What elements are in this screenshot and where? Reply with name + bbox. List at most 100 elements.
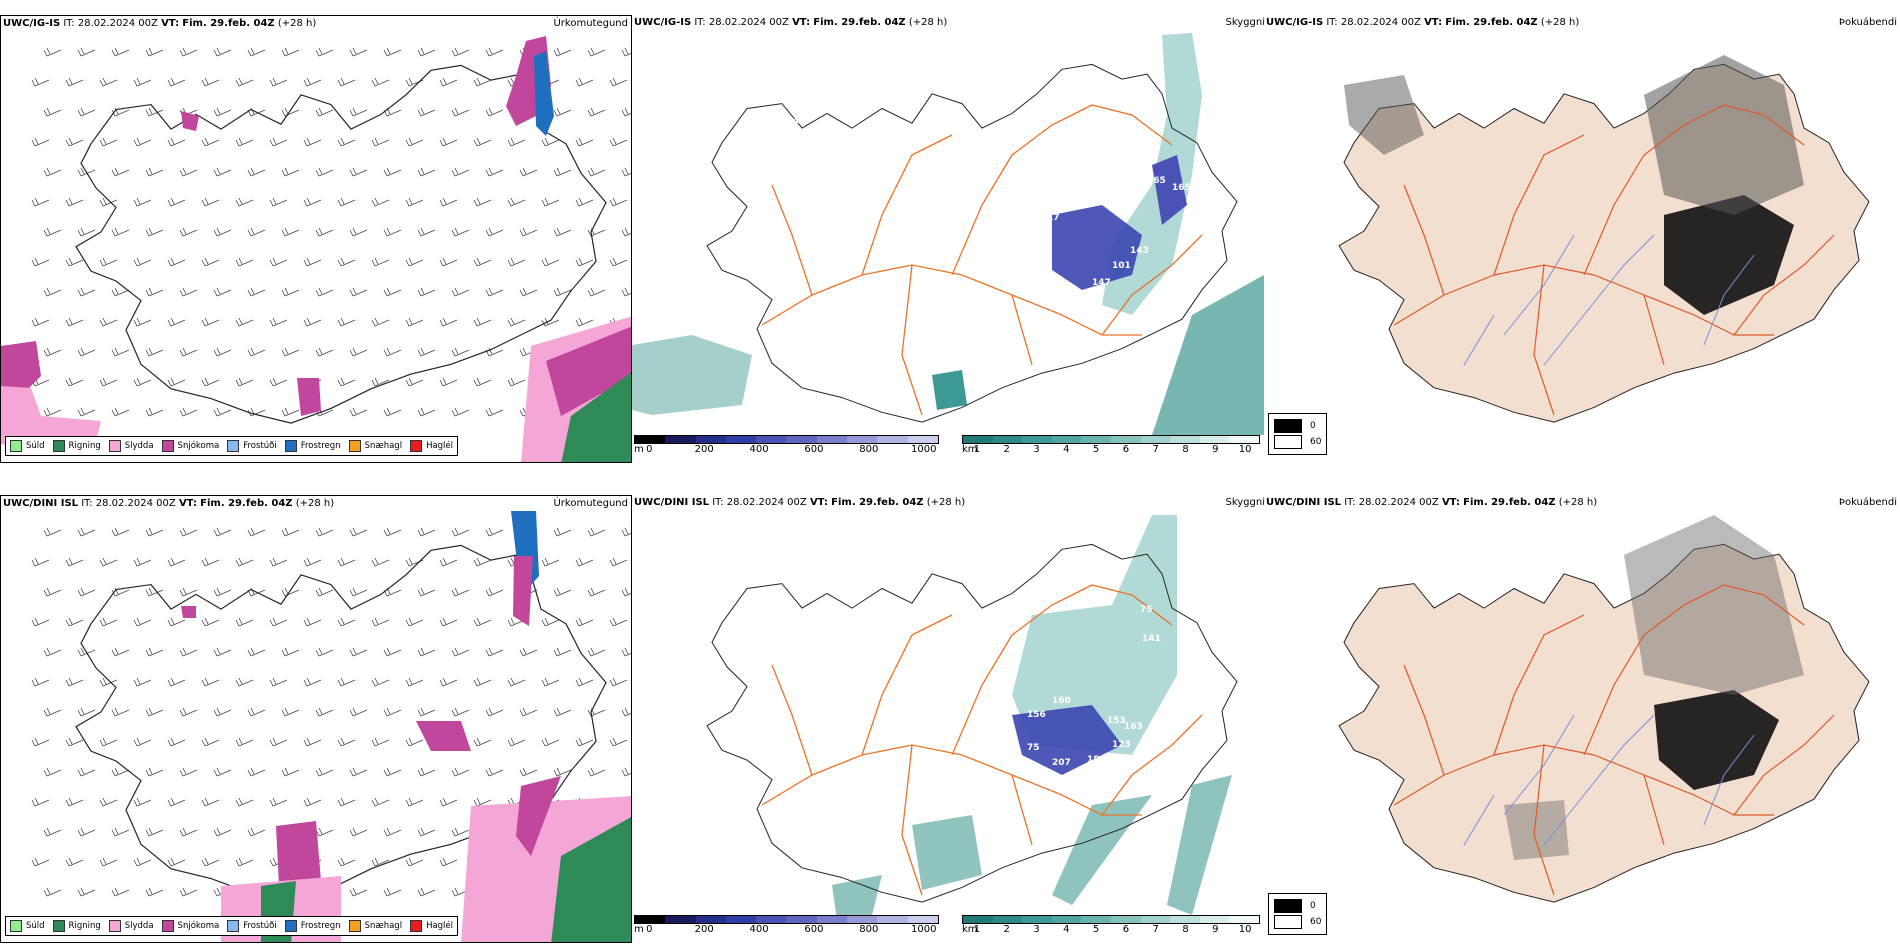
colorbar-tick: 200 <box>694 924 714 935</box>
colorbar-swatch <box>756 436 787 443</box>
wind-barb <box>349 347 368 357</box>
wind-barb <box>417 767 436 777</box>
wind-barb <box>315 767 334 777</box>
wind-barb <box>77 527 96 537</box>
wind-barb <box>553 167 572 177</box>
wind-barb <box>609 737 628 747</box>
wind-barb <box>111 707 130 717</box>
legend-swatch <box>52 920 65 932</box>
wind-barb <box>587 767 606 777</box>
wind-barb <box>519 167 538 177</box>
wind-barb <box>553 587 572 597</box>
wind-barb <box>99 617 118 627</box>
wind-barb <box>337 377 356 387</box>
wind-barb <box>235 617 254 627</box>
snow-area-nw <box>181 606 196 618</box>
wind-barb <box>587 167 606 177</box>
wind-barb <box>269 617 288 627</box>
wind-barb <box>213 707 232 717</box>
wind-barb <box>235 377 254 387</box>
wind-barb <box>99 737 118 747</box>
wind-barb <box>99 377 118 387</box>
wind-barb <box>269 737 288 747</box>
wind-barb <box>31 137 50 147</box>
ceiling-bar-swatches <box>634 915 939 924</box>
iceland-coastline <box>706 543 1238 903</box>
colorbar-swatch <box>992 916 1023 923</box>
legend-swatch <box>108 920 121 932</box>
wind-barb <box>247 167 266 177</box>
wind-barb <box>167 617 186 627</box>
wind-barb <box>337 77 356 87</box>
wind-barb <box>235 737 254 747</box>
wind-barb <box>383 167 402 177</box>
colorbar-tick: 1000 <box>911 444 937 455</box>
visibility-panel-igis: UWC/IG-IS IT: 28.02.2024 00Z VT: Fim. 29… <box>632 15 1264 463</box>
wind-barb <box>519 707 538 717</box>
wind-barb <box>485 527 504 537</box>
panel-title: Þokuábendi <box>1838 17 1897 28</box>
legend-item: Frostúði <box>227 440 277 452</box>
wind-barb <box>349 527 368 537</box>
wind-barb <box>405 737 424 747</box>
colorbar-tick: 7 <box>1152 924 1159 935</box>
wind-barb <box>77 347 96 357</box>
wind-barb <box>473 77 492 87</box>
freezing-rain-ne <box>534 51 554 136</box>
iceland-coastline <box>75 64 607 424</box>
snow-area-se <box>516 776 561 856</box>
wind-barb <box>145 707 164 717</box>
wind-barb <box>269 677 288 687</box>
wind-barb <box>519 767 538 777</box>
wind-barb <box>111 767 130 777</box>
wind-barb <box>417 827 436 837</box>
wind-barb <box>405 617 424 627</box>
legend-item: Frostregn <box>284 920 341 932</box>
wind-barb <box>247 767 266 777</box>
wind-barb <box>111 647 130 657</box>
wind-barb <box>281 347 300 357</box>
wind-barb <box>349 107 368 117</box>
wind-barb <box>281 227 300 237</box>
legend-swatch <box>10 440 22 452</box>
wind-barb <box>507 737 526 747</box>
wind-barb <box>247 527 266 537</box>
wind-barb <box>405 197 424 207</box>
wind-barb <box>111 167 130 177</box>
vis-teal-area-south <box>932 370 967 410</box>
wind-barb <box>201 197 220 207</box>
visibility-bar-swatches <box>962 915 1260 924</box>
wind-barb <box>473 617 492 627</box>
wind-barb <box>77 167 96 177</box>
wind-barb <box>43 47 62 57</box>
wind-barb <box>31 257 50 267</box>
legend-swatch <box>1274 899 1302 913</box>
wind-barb <box>473 257 492 267</box>
colorbar-swatch <box>635 436 666 443</box>
colorbar-swatch <box>665 916 696 923</box>
wind-barb <box>145 107 164 117</box>
wind-barb <box>553 107 572 117</box>
wind-barb <box>417 407 436 417</box>
wind-barb <box>111 887 130 897</box>
colorbar-tick: 0 <box>646 924 653 935</box>
wind-barb <box>65 857 84 867</box>
legend-swatch <box>1274 419 1302 433</box>
wind-barb <box>451 347 470 357</box>
wind-barb <box>315 587 334 597</box>
wind-barb <box>65 797 84 807</box>
wind-barb <box>65 197 84 207</box>
wind-barb <box>383 707 402 717</box>
legend-item: 60 <box>1274 435 1321 449</box>
colorbar-tick: 800 <box>859 444 879 455</box>
wind-barb <box>439 557 458 567</box>
wind-barb <box>179 227 198 237</box>
wind-barb <box>451 767 470 777</box>
wind-barb <box>269 377 288 387</box>
wind-barb <box>405 797 424 807</box>
wind-barb <box>609 257 628 267</box>
vis-value-label: 17 <box>1047 213 1060 223</box>
panel-title: Úrkomutegund <box>553 498 628 509</box>
colorbar-swatch <box>786 436 817 443</box>
